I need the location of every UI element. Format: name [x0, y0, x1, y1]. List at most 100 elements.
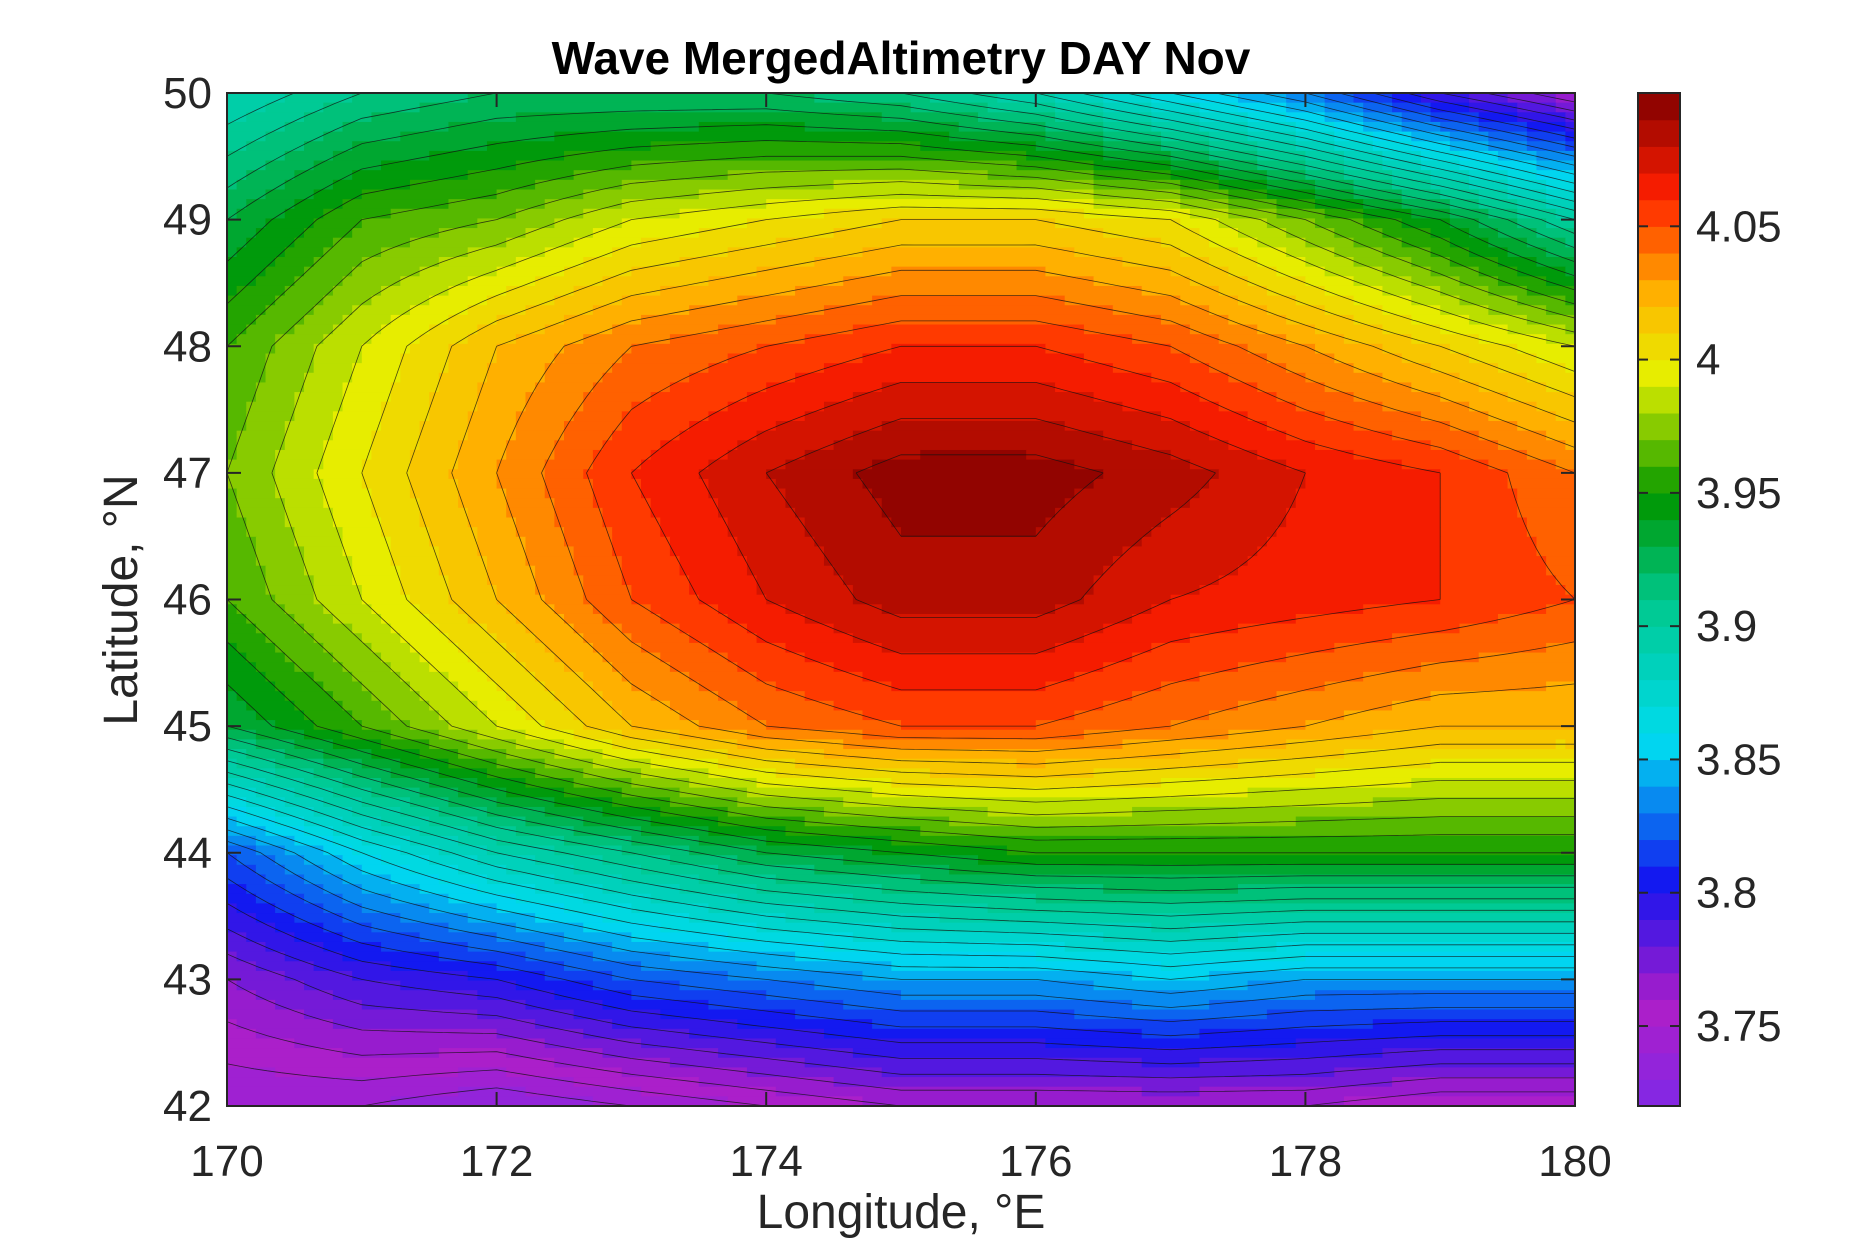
contour-band-cell — [544, 469, 585, 480]
contour-band-cell — [612, 430, 681, 442]
contour-band-cell — [227, 749, 248, 760]
contour-band-cell — [1497, 150, 1538, 162]
contour-band-cell — [1103, 150, 1172, 162]
colorbar-band — [1638, 919, 1680, 947]
contour-band-cell — [265, 874, 305, 885]
contour-band-cell — [535, 585, 585, 596]
contour-band-cell — [236, 691, 286, 702]
contour-band-cell — [381, 285, 450, 297]
contour-band-cell — [227, 855, 238, 866]
contour-band-cell — [1324, 266, 1384, 278]
contour-band-cell — [1449, 199, 1480, 210]
contour-band-cell — [727, 170, 989, 181]
contour-band-cell — [1189, 353, 1268, 364]
contour-band-cell — [1546, 276, 1575, 287]
contour-band-cell — [1074, 1009, 1268, 1020]
contour-band-cell — [1488, 411, 1557, 422]
contour-band-cell — [486, 845, 556, 856]
contour-band-cell — [227, 488, 238, 499]
contour-band-cell — [852, 324, 1085, 335]
contour-band-cell — [554, 845, 623, 856]
contour-band-cell — [708, 488, 787, 499]
contour-band-cell — [1180, 218, 1220, 229]
contour-band-cell — [419, 421, 469, 432]
contour-band-cell — [679, 787, 748, 799]
contour-band-cell — [554, 295, 623, 307]
contour-band-cell — [1334, 247, 1384, 258]
contour-band-cell — [1546, 247, 1575, 258]
contour-band-cell — [1093, 179, 1182, 191]
contour-band-cell — [1209, 150, 1259, 162]
contour-band-cell — [1469, 314, 1528, 326]
contour-band-cell — [265, 363, 315, 374]
contour-band-cell — [583, 257, 681, 268]
contour-band-cell — [718, 324, 854, 335]
contour-band-cell — [227, 893, 257, 905]
contour-band-cell — [544, 324, 613, 335]
contour-band-cell — [1334, 642, 1547, 654]
contour-band-cell — [689, 421, 777, 432]
contour-band-cell — [227, 835, 257, 847]
contour-band-cell — [246, 237, 296, 249]
contour-band-cell — [872, 459, 1076, 471]
contour-band-cell — [352, 170, 469, 181]
contour-band-cell — [458, 459, 498, 471]
contour-band-cell — [390, 208, 517, 220]
contour-band-cell — [390, 874, 440, 885]
contour-band-cell — [621, 845, 690, 856]
contour-band-cell — [1469, 170, 1509, 181]
contour-band-cell — [227, 884, 248, 895]
contour-band-cell — [1382, 324, 1441, 335]
contour-band-cell — [515, 334, 585, 345]
colorbar-band — [1638, 279, 1680, 307]
contour-band-cell — [1151, 527, 1278, 538]
contour-band-cell — [1478, 382, 1547, 393]
contour-band-cell — [1199, 1057, 1575, 1069]
contour-band-cell — [227, 421, 248, 432]
contour-band-cell — [612, 797, 671, 808]
contour-band-cell — [496, 594, 546, 606]
contour-band-cell — [1546, 179, 1575, 191]
contour-band-cell — [1546, 681, 1575, 692]
contour-band-cell — [737, 855, 845, 866]
contour-band-cell — [689, 845, 758, 856]
colorbar-tick-label: 3.75 — [1696, 1002, 1782, 1051]
contour-band-cell — [766, 469, 854, 480]
contour-band-cell — [227, 951, 238, 963]
contour-line — [361, 206, 1575, 790]
contour-band-cell — [804, 334, 1133, 345]
contour-band-cell — [246, 421, 286, 432]
contour-band-cell — [660, 652, 729, 664]
contour-band-cell — [669, 700, 739, 712]
contour-band-cell — [275, 343, 315, 355]
contour-band-cell — [323, 459, 363, 471]
contour-band-cell — [1170, 720, 1307, 731]
contour-band-cell — [332, 179, 411, 191]
contour-band-cell — [1045, 681, 1162, 692]
contour-band-cell — [409, 681, 459, 692]
contour-band-cell — [1440, 305, 1490, 316]
contour-band-cell — [1228, 189, 1268, 200]
contour-band-cell — [1228, 314, 1287, 326]
contour-band-cell — [718, 864, 816, 876]
contour-band-cell — [275, 449, 325, 461]
contour-band-cell — [573, 170, 729, 181]
contour-band-cell — [227, 903, 238, 914]
contour-band-cell — [1478, 430, 1547, 442]
contour-band-cell — [592, 1096, 729, 1106]
contour-band-cell — [409, 469, 450, 480]
contour-band-cell — [227, 710, 257, 721]
contour-band-cell — [1517, 208, 1557, 220]
contour-band-cell — [227, 806, 248, 818]
contour-band-cell — [1478, 218, 1519, 229]
contour-band-cell — [564, 430, 613, 442]
contour-band-cell — [227, 247, 238, 258]
contour-band-cell — [592, 488, 642, 499]
contour-band-cell — [506, 449, 556, 461]
contour-band-cell — [1420, 411, 1490, 422]
contour-band-cell — [1546, 642, 1575, 654]
contour-band-cell — [1199, 1028, 1575, 1040]
contour-band-cell — [544, 459, 594, 471]
contour-band-cell — [901, 990, 1316, 1001]
contour-band-cell — [592, 228, 700, 239]
